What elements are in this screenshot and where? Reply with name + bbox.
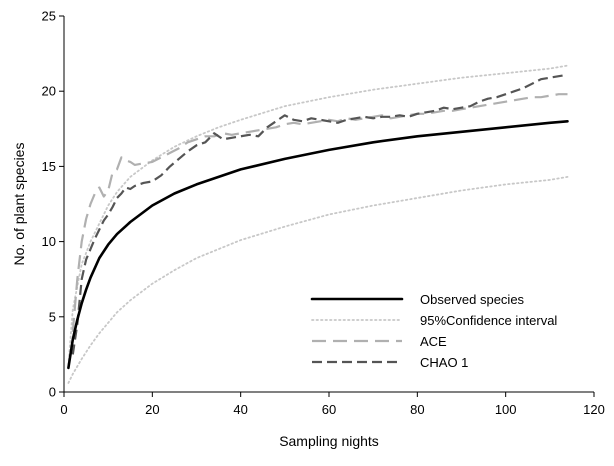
legend: Observed species 95%Confidence interval AC…: [310, 292, 557, 370]
y-tick-label: 10: [42, 234, 56, 249]
x-tick-label: 80: [410, 402, 424, 417]
y-ticks: 0 5 10 15 20 25: [42, 9, 64, 400]
y-tick-label: 20: [42, 84, 56, 99]
legend-label: ACE: [420, 334, 447, 349]
legend-label: 95%Confidence interval: [420, 313, 557, 328]
axes: [63, 16, 594, 393]
series-line-95-confidence-interval-lower: [67, 175, 569, 384]
legend-label: CHAO 1: [420, 355, 468, 370]
x-ticks: 0 20 40 60 80 100 120: [60, 392, 605, 417]
x-tick-label: 40: [233, 402, 247, 417]
series-line-observed-species: [67, 120, 569, 370]
plot-lines: [67, 64, 569, 384]
y-tick-label: 25: [42, 9, 56, 24]
y-tick-label: 15: [42, 159, 56, 174]
x-tick-label: 120: [583, 402, 605, 417]
y-tick-label: 5: [49, 309, 56, 324]
x-tick-label: 100: [495, 402, 517, 417]
x-tick-label: 0: [60, 402, 67, 417]
y-tick-label: 0: [49, 385, 56, 400]
series-line-chao-1: [71, 73, 568, 355]
x-axis-title: Sampling nights: [279, 433, 379, 449]
series-line-ace: [71, 93, 568, 332]
legend-label: Observed species: [420, 292, 525, 307]
x-tick-label: 20: [145, 402, 159, 417]
y-axis-title: No. of plant species: [11, 143, 27, 266]
series-line-95-confidence-interval: [67, 64, 569, 366]
x-tick-label: 60: [322, 402, 336, 417]
